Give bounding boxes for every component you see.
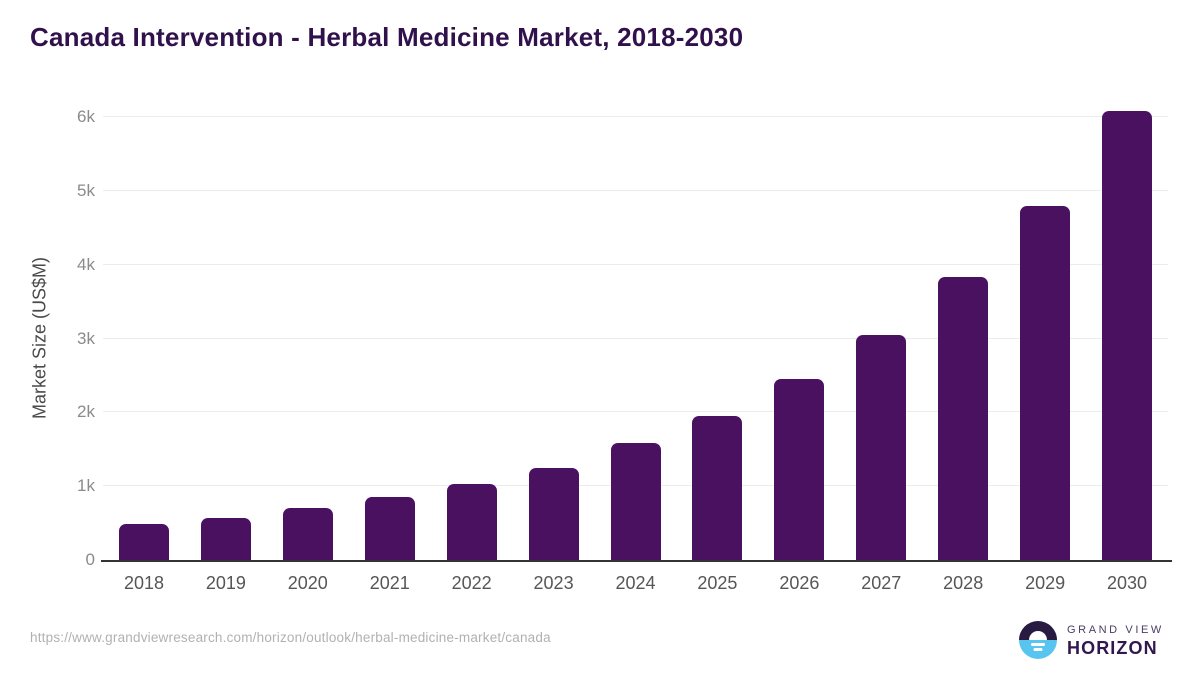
bar-2018[interactable] (118, 523, 169, 560)
y-tick-label: 2k (77, 402, 95, 422)
bar-2029[interactable] (1020, 205, 1071, 560)
grand-view-horizon-logo: GRAND VIEW HORIZON (1019, 621, 1184, 663)
x-axis-line (101, 560, 1172, 562)
x-tick-label: 2030 (1107, 573, 1148, 593)
bar-2022[interactable] (446, 484, 497, 560)
sun-reflection-line (1033, 648, 1043, 651)
bar-2019[interactable] (200, 517, 251, 560)
y-tick-label: 5k (77, 181, 95, 200)
x-tick-label: 2024 (615, 573, 656, 593)
bar-2023[interactable] (528, 467, 579, 560)
x-tick-label: 2023 (533, 573, 574, 593)
y-tick-label: 3k (77, 328, 95, 348)
x-tick-label: 2019 (205, 573, 246, 593)
bar-2030[interactable] (1102, 111, 1153, 560)
gridline-2k (103, 411, 1168, 413)
x-tick-label: 2026 (779, 573, 820, 593)
logo-horizon-text: HORIZON (1067, 638, 1158, 658)
bar-2024[interactable] (610, 443, 661, 560)
x-tick-label: 2027 (861, 573, 902, 593)
x-tick-label: 2025 (697, 573, 738, 593)
x-tick-label: 2020 (287, 573, 328, 593)
gridline-4k (103, 263, 1168, 265)
x-tick-label: 2018 (123, 573, 164, 593)
page-title: Canada Intervention - Herbal Medicine Ma… (30, 22, 744, 52)
bar-2025[interactable] (692, 416, 743, 560)
source-url: https://www.grandviewresearch.com/horizo… (30, 630, 551, 645)
bar-2027[interactable] (856, 334, 907, 560)
gridline-3k (103, 337, 1168, 339)
x-tick-label: 2021 (369, 573, 410, 593)
logo-grand-view-text: GRAND VIEW (1067, 624, 1164, 636)
y-tick-label: 4k (77, 254, 95, 274)
y-axis-title: Market Size (US$M) (29, 256, 50, 420)
sun-reflection-line (1031, 643, 1045, 646)
plot-area: 0 1k 2k 3k 4k 5k 6k 2018 2019 2020 2021 2022 2023 202… (77, 97, 1172, 593)
bar-2021[interactable] (364, 496, 415, 560)
gridline-6k (103, 116, 1168, 118)
sun-icon (1029, 631, 1047, 640)
x-tick-label: 2022 (451, 573, 492, 593)
y-tick-label: 6k (77, 107, 95, 127)
y-tick-label: 0 (85, 550, 95, 569)
y-tick-label: 1k (77, 476, 95, 496)
bar-2028[interactable] (938, 277, 989, 560)
bar-2026[interactable] (774, 379, 825, 560)
horizon-sunset-icon (1019, 621, 1057, 659)
bar-2020[interactable] (282, 508, 333, 560)
x-tick-label: 2028 (943, 573, 984, 593)
x-tick-label: 2029 (1025, 573, 1066, 593)
gridline-5k (103, 190, 1168, 191)
logo-wordmark: GRAND VIEW HORIZON (1067, 624, 1164, 659)
